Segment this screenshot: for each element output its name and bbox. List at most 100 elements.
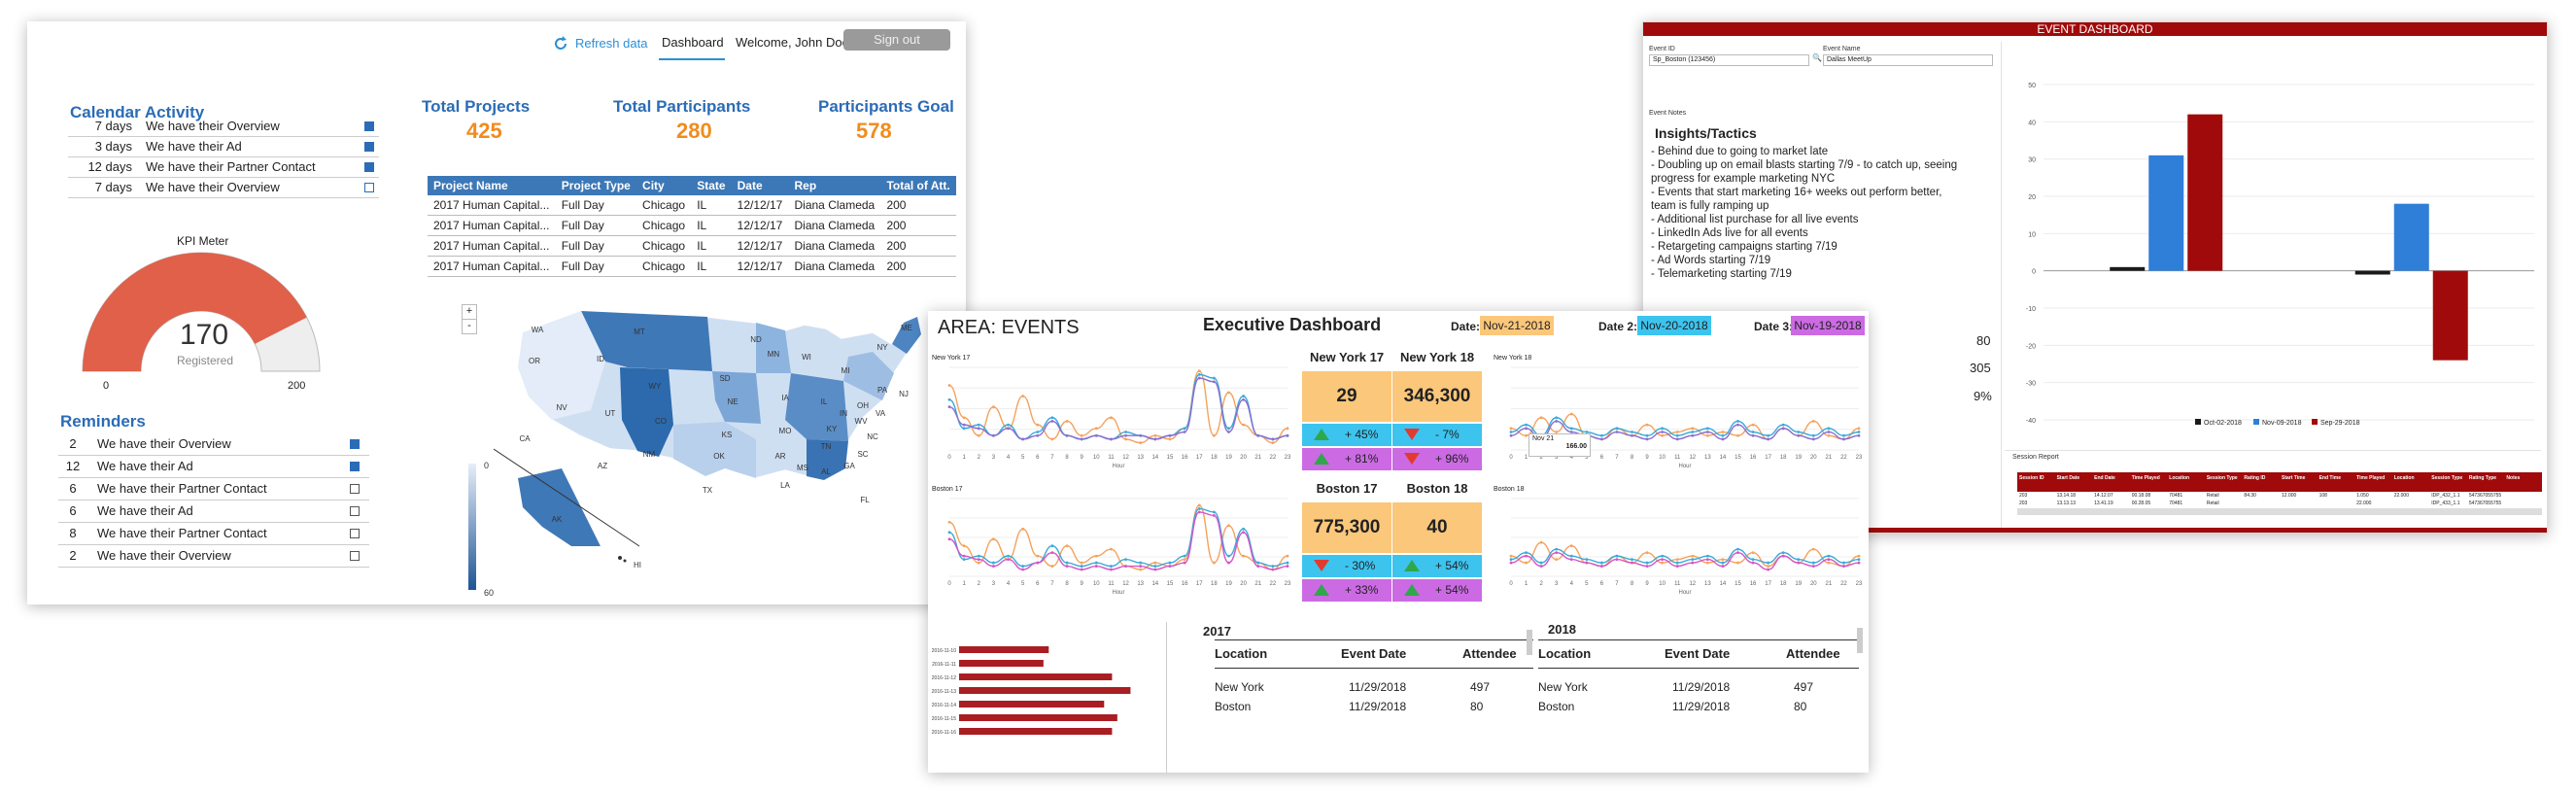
- map-zoom-out-button[interactable]: -: [462, 319, 477, 334]
- cell-event-date: 11/29/2018: [1349, 700, 1407, 713]
- header-location[interactable]: Location: [1215, 646, 1268, 661]
- us-choropleth-map[interactable]: WA MT ND MN WI MI NY ME OR ID SD WY NE IA IL IN OH PA NJ NV…: [464, 303, 960, 604]
- session-header-cell[interactable]: Start Time: [2282, 475, 2306, 481]
- search-icon[interactable]: 🔍: [1812, 53, 1822, 62]
- reminder-row[interactable]: 2 We have their Overview: [58, 433, 369, 456]
- events-2018-scrollbar[interactable]: [1857, 628, 1863, 653]
- refresh-icon[interactable]: [552, 35, 569, 52]
- session-cell: 14.12.07: [2094, 493, 2113, 499]
- events-table-row[interactable]: Boston 11/29/2018 80: [1538, 698, 1859, 717]
- sign-out-button[interactable]: Sign out: [843, 29, 950, 51]
- calendar-row[interactable]: 7 days We have their Overview: [68, 178, 379, 198]
- table-header-cell[interactable]: Project Name: [428, 176, 556, 195]
- reminder-row[interactable]: 6 We have their Partner Contact: [58, 478, 369, 501]
- session-header-cell[interactable]: End Date: [2094, 475, 2115, 481]
- reminder-row[interactable]: 2 We have their Overview: [58, 545, 369, 568]
- date3-picker[interactable]: Nov-19-2018: [1791, 316, 1865, 335]
- data-point: [1751, 431, 1755, 433]
- header-event-date[interactable]: Event Date: [1341, 646, 1407, 661]
- session-header-cell[interactable]: Session Type: [2206, 475, 2238, 481]
- x-tick-label: 12: [1122, 455, 1129, 461]
- checkbox[interactable]: [350, 551, 360, 561]
- refresh-data-link[interactable]: Refresh data: [575, 36, 648, 51]
- table-row[interactable]: 2017 Human Capital... Full Day Chicago IL 12…: [428, 215, 956, 236]
- events-2017-scrollbar[interactable]: [1527, 630, 1532, 655]
- state-label: PA: [877, 386, 888, 395]
- calendar-row[interactable]: 3 days We have their Ad: [68, 137, 379, 157]
- event-name-field[interactable]: Dallas MeetUp: [1823, 54, 1993, 66]
- cell-attendee: 497: [1794, 680, 1814, 694]
- checkbox[interactable]: [364, 183, 374, 192]
- events-table-row[interactable]: New York 11/29/2018 497: [1215, 678, 1533, 698]
- data-point: [1509, 561, 1513, 565]
- reminder-row[interactable]: 12 We have their Ad: [58, 456, 369, 478]
- table-cell: 2017 Human Capital...: [428, 195, 556, 216]
- data-point: [1525, 427, 1528, 431]
- calendar-row[interactable]: 7 days We have their Overview: [68, 117, 379, 137]
- session-header-cell[interactable]: Rating ID: [2244, 475, 2266, 481]
- table-row[interactable]: 2017 Human Capital... Full Day Chicago IL 12…: [428, 195, 956, 216]
- data-point: [1212, 510, 1216, 514]
- data-point: [1555, 547, 1559, 551]
- kpi-tile[interactable]: Boston 17 775,300 - 30% + 33%: [1302, 481, 1391, 604]
- legend-swatch: [2195, 419, 2201, 425]
- y-tick-label: 50: [2028, 83, 2036, 89]
- table-cell: Full Day: [555, 195, 637, 216]
- table-header-cell[interactable]: City: [636, 176, 692, 195]
- checkbox[interactable]: [364, 162, 374, 172]
- reminder-row[interactable]: 6 We have their Ad: [58, 501, 369, 523]
- session-header-cell[interactable]: Notes: [2506, 475, 2521, 481]
- calendar-row[interactable]: 12 days We have their Partner Contact: [68, 157, 379, 178]
- table-header-cell[interactable]: Rep: [788, 176, 881, 195]
- session-header-cell[interactable]: Location: [2393, 475, 2415, 481]
- checkbox[interactable]: [364, 121, 374, 131]
- session-row[interactable]: 203 13.14.18 14.12.07 00.18.08 70481 Retail 84…: [2017, 493, 2542, 501]
- table-header-cell[interactable]: Project Type: [555, 176, 637, 195]
- nav-dashboard-tab[interactable]: Dashboard: [662, 35, 724, 50]
- events-table-row[interactable]: New York 11/29/2018 497: [1538, 678, 1859, 698]
- header-location[interactable]: Location: [1538, 646, 1592, 661]
- checkbox[interactable]: [350, 484, 360, 494]
- kpi-tile[interactable]: New York 17 29 + 45% + 81%: [1302, 350, 1391, 473]
- session-header-cell[interactable]: Session ID: [2019, 475, 2044, 481]
- date2-picker[interactable]: Nov-20-2018: [1637, 316, 1711, 335]
- event-id-field[interactable]: Sp_Boston (123456): [1649, 54, 1809, 66]
- data-point: [1509, 554, 1513, 558]
- x-tick-label: 2: [978, 455, 981, 461]
- table-header-cell[interactable]: Total of Att.: [880, 176, 956, 195]
- kpi-tile[interactable]: New York 18 346,300 - 7% + 96%: [1392, 350, 1482, 473]
- checkbox[interactable]: [350, 529, 360, 538]
- table-header-cell[interactable]: Date: [731, 176, 789, 195]
- session-header-cell[interactable]: Time Played: [2356, 475, 2386, 481]
- header-attendee[interactable]: Attendee: [1462, 646, 1517, 661]
- table-row[interactable]: 2017 Human Capital... Full Day Chicago IL 12…: [428, 256, 956, 277]
- data-point: [1153, 565, 1157, 568]
- date1-picker[interactable]: Nov-21-2018: [1480, 316, 1554, 335]
- session-table-scrollbar[interactable]: [2017, 508, 2542, 515]
- checkbox[interactable]: [350, 462, 360, 471]
- kpi-tile[interactable]: Boston 18 40 + 54% + 54%: [1392, 481, 1482, 604]
- session-header-cell[interactable]: Location: [2169, 475, 2190, 481]
- session-header-cell[interactable]: Rating Type: [2468, 475, 2497, 481]
- reminder-row[interactable]: 8 We have their Partner Contact: [58, 523, 369, 545]
- data-point: [1050, 420, 1054, 423]
- x-tick-label: 1: [962, 581, 966, 587]
- x-tick-label: 13: [1704, 581, 1711, 587]
- table-row[interactable]: 2017 Human Capital... Full Day Chicago IL 12…: [428, 235, 956, 257]
- checkbox[interactable]: [350, 439, 360, 449]
- state-label: NC: [867, 432, 878, 441]
- bar-category-label: 2016-11-14: [932, 703, 956, 708]
- table-header-cell[interactable]: State: [691, 176, 732, 195]
- session-row[interactable]: 203 13.13.13 13.41.19 00.28.05 70481 Retail 22…: [2017, 501, 2542, 508]
- checkbox[interactable]: [350, 506, 360, 516]
- session-header-cell[interactable]: Time Played: [2131, 475, 2160, 481]
- session-header-cell[interactable]: Start Date: [2056, 475, 2080, 481]
- events-table-row[interactable]: Boston 11/29/2018 80: [1215, 698, 1533, 717]
- header-event-date[interactable]: Event Date: [1665, 646, 1731, 661]
- session-header-cell[interactable]: Session Type: [2431, 475, 2463, 481]
- state-label: UT: [605, 409, 616, 418]
- checkbox[interactable]: [364, 142, 374, 152]
- session-header-cell[interactable]: End Time: [2318, 475, 2341, 481]
- header-attendee[interactable]: Attendee: [1786, 646, 1840, 661]
- table-cell: IL: [691, 215, 732, 236]
